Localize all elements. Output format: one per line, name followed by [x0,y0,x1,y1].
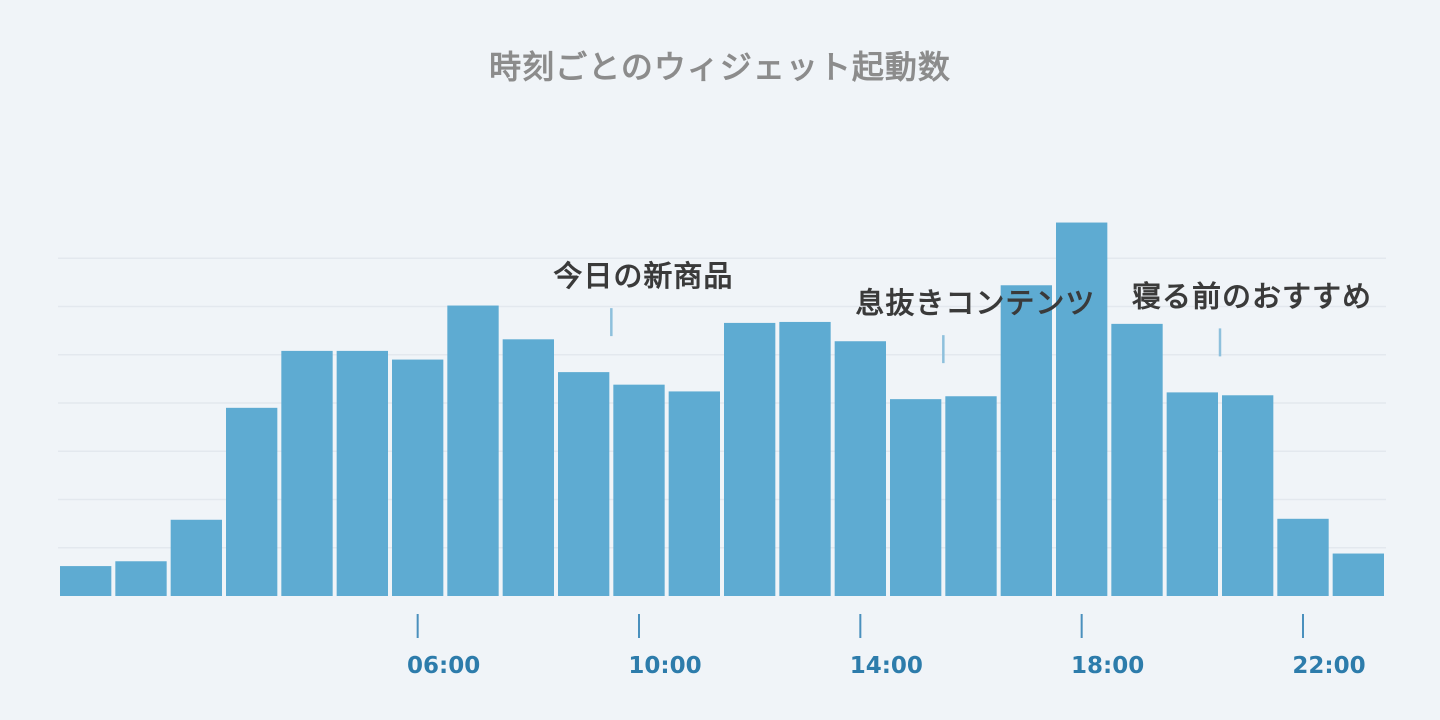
x-tick-label: 10:00 [628,653,701,679]
annotation-label: 寝る前のおすすめ [1132,279,1372,313]
bar-1000 [613,384,665,596]
bar-2000 [1166,392,1218,596]
bar-0700 [447,305,499,596]
x-tick-label: 22:00 [1292,653,1365,679]
bar-2300 [1332,553,1384,596]
bar-1200 [724,322,776,596]
grid-lines [58,257,1386,549]
annotation-label: 息抜きコンテンツ [855,286,1095,320]
bar-0900 [558,372,610,596]
chart-title: 時刻ごとのウィジェット起動数 [489,48,951,86]
bar-1400 [834,341,886,596]
bar-0500 [336,350,388,596]
bar-1500 [890,399,942,596]
x-axis: 06:00 10:00 14:00 18:00 22:00 [407,614,1366,679]
bar-0100 [115,561,167,596]
bar-0600 [392,359,444,596]
x-tick-label: 18:00 [1071,653,1144,679]
bar-2200 [1277,518,1329,596]
bar-1700 [1000,285,1052,596]
bar-0800 [502,339,554,596]
bar-1300 [779,321,831,596]
x-tick-label: 06:00 [407,653,480,679]
bars [60,222,1384,597]
bar-0400 [281,350,333,596]
bar-1800 [1056,222,1108,597]
bar-1900 [1111,323,1163,596]
bar-2100 [1222,395,1274,596]
annotation-label: 今日の新商品 [553,259,733,293]
bar-0300 [226,407,278,596]
bar-1600 [945,396,997,596]
bar-1100 [668,391,720,596]
bar-0200 [170,519,222,596]
bar-0000 [60,566,112,596]
x-tick-label: 14:00 [850,653,923,679]
